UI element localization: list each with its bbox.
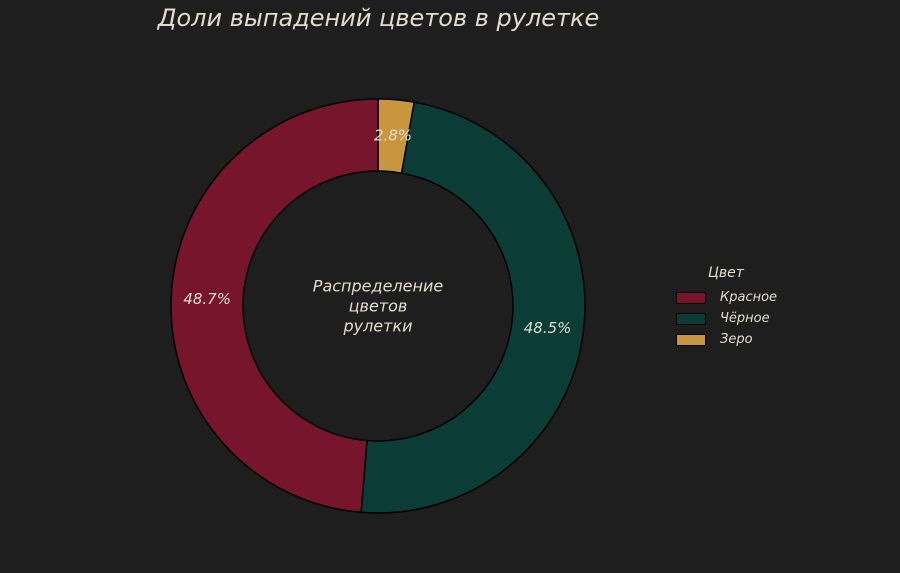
chart-title: Доли выпадений цветов в рулетке [157, 4, 600, 32]
legend-label: Красное [720, 290, 778, 305]
legend-item: Зеро [676, 329, 777, 350]
center-label: Распределение цветов рулетки [313, 277, 444, 336]
donut-slices [170, 98, 586, 514]
legend-swatch [676, 312, 706, 325]
slice-label: 2.8% [374, 127, 412, 145]
legend-swatch [676, 333, 706, 346]
center-label-line: рулетки [342, 317, 412, 336]
legend-label: Зеро [720, 332, 753, 347]
legend-item: Чёрное [676, 308, 777, 329]
center-label-line: Распределение [313, 277, 444, 296]
legend-title: Цвет [708, 265, 744, 281]
slice-3 [170, 98, 379, 514]
legend-label: Чёрное [720, 311, 770, 326]
legend-swatch [676, 291, 706, 304]
slice-2 [360, 101, 586, 514]
percent-labels: 2.8% 48.5% 48.7% [183, 127, 571, 337]
legend: Цвет Красное Чёрное Зеро [676, 265, 777, 350]
slice-label: 48.7% [183, 290, 231, 308]
legend-item: Красное [676, 287, 777, 308]
slice-label: 48.5% [524, 319, 572, 337]
center-label-line: цветов [349, 297, 408, 316]
legend-items: Красное Чёрное Зеро [676, 287, 777, 350]
